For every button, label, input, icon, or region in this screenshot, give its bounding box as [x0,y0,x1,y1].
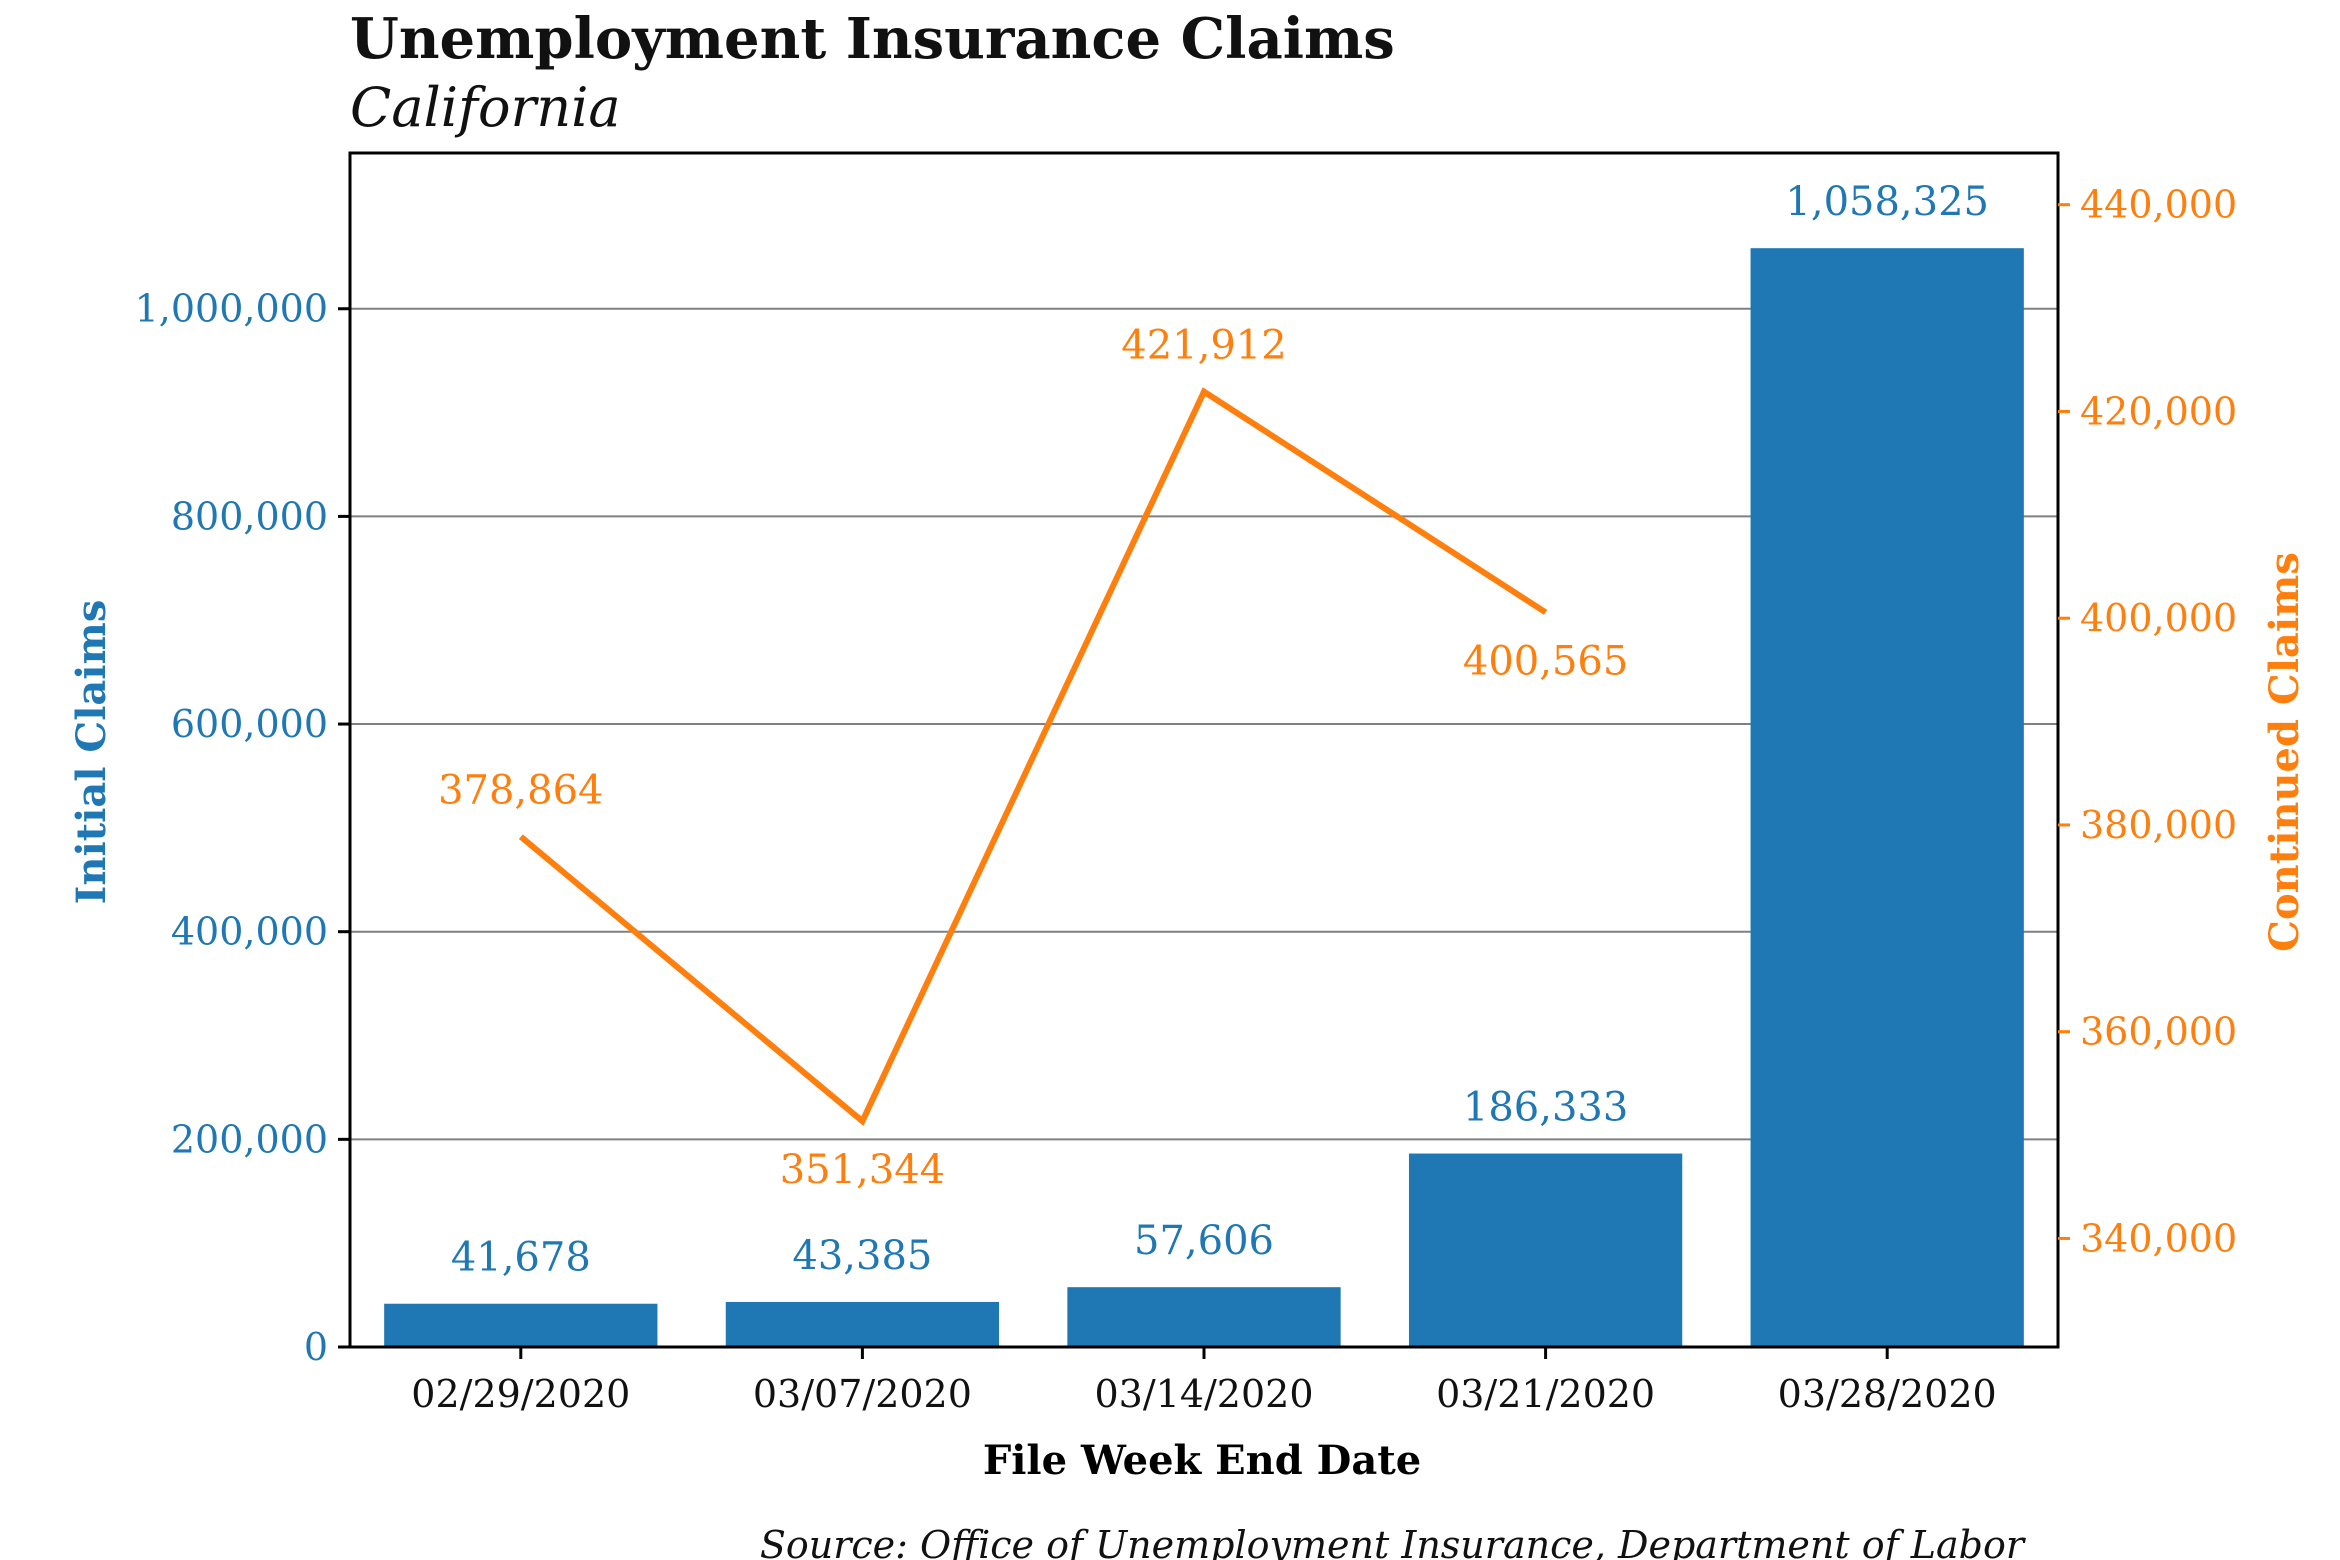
y-left-axis-title: Initial Claims [68,600,115,905]
chart-title: Unemployment Insurance Claims [350,6,1395,72]
initial-claims-label: 41,678 [451,1235,591,1281]
y-right-tick-label: 380,000 [2080,803,2237,847]
source-note: Source: Office of Unemployment Insurance… [760,1523,2027,1560]
initial-claims-bar [1408,1153,1683,1347]
y-left-tick-label: 200,000 [171,1117,328,1161]
y-right-axis-title: Continued Claims [2261,552,2308,952]
y-right-tick-label: 360,000 [2080,1010,2237,1054]
continued-claims-label: 378,864 [438,768,603,814]
initial-claims-label: 57,606 [1134,1218,1274,1264]
line-layer [518,387,1548,1126]
initial-claims-bar [1067,1287,1341,1347]
x-tick-label: 02/29/2020 [411,1372,630,1416]
continued-claims-label: 400,565 [1463,638,1628,684]
y-right-tick-label: 440,000 [2080,183,2237,227]
x-tick-label: 03/07/2020 [753,1372,972,1416]
y-right-tick-label: 340,000 [2080,1216,2237,1260]
y-left-tick-label: 0 [304,1325,328,1369]
continued-claims-label: 421,912 [1121,323,1286,369]
initial-claims-bar [1750,248,2024,1347]
x-axis-title: File Week End Date [983,1437,1421,1484]
continued-claims-line [518,387,1548,1126]
y-left-tick-label: 600,000 [171,702,328,746]
continued-claims-label: 351,344 [780,1147,945,1193]
y-left-tick-label: 1,000,000 [135,287,328,331]
initial-claims-bar [725,1301,1000,1347]
y-right-tick-label: 420,000 [2080,389,2237,433]
y-left-tick-label: 400,000 [171,910,328,954]
y-left-tick-label: 800,000 [171,494,328,538]
x-tick-label: 03/28/2020 [1778,1372,1997,1416]
initial-claims-label: 1,058,325 [1785,179,1989,225]
x-tick-label: 03/21/2020 [1436,1372,1655,1416]
axis-layer: 0 200,000 400,000 600,000 800,000 1,000,000 34… [135,151,2237,1416]
initial-claims-label: 43,385 [792,1233,932,1279]
bar-layer [384,248,2024,1347]
label-layer: 41,678 43,385 57,606 186,333 1,058,325 378,86… [438,179,1989,1281]
initial-claims-bar [384,1303,658,1347]
chart-subtitle: California [350,76,621,139]
initial-claims-label: 186,333 [1463,1085,1628,1131]
y-right-tick-label: 400,000 [2080,596,2237,640]
x-tick-label: 03/14/2020 [1094,1372,1313,1416]
